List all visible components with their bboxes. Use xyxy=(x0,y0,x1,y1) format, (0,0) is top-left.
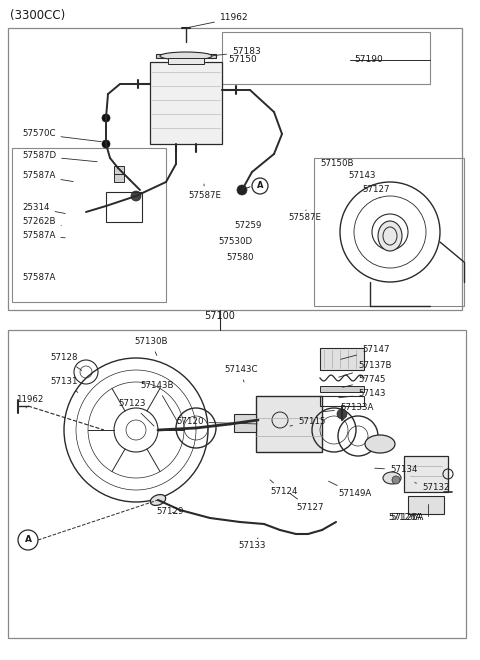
Text: 11962: 11962 xyxy=(16,395,43,408)
Text: 57143C: 57143C xyxy=(224,366,257,382)
Text: 57150B: 57150B xyxy=(320,160,353,168)
Bar xyxy=(408,496,444,514)
Text: 57147: 57147 xyxy=(341,345,389,359)
Text: 57127: 57127 xyxy=(290,494,324,513)
Bar xyxy=(12,148,166,302)
Text: 57745: 57745 xyxy=(343,376,385,387)
Text: 57587E: 57587E xyxy=(188,184,221,201)
Text: 57262B: 57262B xyxy=(22,218,61,226)
Text: 57120: 57120 xyxy=(176,418,257,426)
Text: 57143: 57143 xyxy=(348,172,375,186)
Bar xyxy=(314,158,464,306)
Bar xyxy=(150,62,222,144)
Circle shape xyxy=(102,140,110,148)
Ellipse shape xyxy=(378,221,402,251)
Text: 57190: 57190 xyxy=(354,55,383,65)
Text: 57587E: 57587E xyxy=(288,210,321,222)
Circle shape xyxy=(102,114,110,122)
Text: 57530D: 57530D xyxy=(218,238,252,246)
Bar xyxy=(8,330,466,638)
Text: 57127: 57127 xyxy=(362,185,389,198)
Text: 57143B: 57143B xyxy=(140,381,179,424)
Circle shape xyxy=(131,191,141,201)
Text: 11962: 11962 xyxy=(189,13,249,28)
Ellipse shape xyxy=(160,52,212,60)
Text: 57133A: 57133A xyxy=(323,403,373,412)
Text: 57587A: 57587A xyxy=(22,172,73,182)
Text: 57137B: 57137B xyxy=(339,362,392,377)
Bar xyxy=(404,456,448,492)
Text: 57131: 57131 xyxy=(50,378,78,392)
Text: 57149A: 57149A xyxy=(328,481,371,498)
Bar xyxy=(8,28,462,310)
Text: (3300CC): (3300CC) xyxy=(10,9,65,22)
Text: 57259: 57259 xyxy=(234,222,262,230)
Text: 57130B: 57130B xyxy=(134,337,168,356)
Text: 57126A: 57126A xyxy=(390,513,423,523)
Text: 57115: 57115 xyxy=(290,418,325,426)
Bar xyxy=(256,396,322,452)
Bar xyxy=(106,192,142,222)
Text: 57134: 57134 xyxy=(375,465,418,475)
Text: 57143: 57143 xyxy=(339,389,385,399)
Circle shape xyxy=(237,185,247,195)
Bar xyxy=(168,58,204,64)
Text: 57587D: 57587D xyxy=(22,152,97,162)
Text: 57580: 57580 xyxy=(226,253,253,263)
Text: 57133: 57133 xyxy=(238,538,265,550)
Text: 57587A: 57587A xyxy=(22,273,55,282)
Circle shape xyxy=(392,476,400,484)
Polygon shape xyxy=(156,54,216,58)
Bar xyxy=(320,396,364,406)
Text: 57129: 57129 xyxy=(156,508,183,517)
Circle shape xyxy=(337,409,347,419)
Bar xyxy=(320,348,364,370)
Text: 57126A: 57126A xyxy=(388,513,421,523)
Text: 57183: 57183 xyxy=(213,48,261,57)
Text: 57128: 57128 xyxy=(50,354,82,370)
Bar xyxy=(114,174,124,182)
Bar xyxy=(114,166,124,174)
Text: 25314: 25314 xyxy=(22,203,65,213)
Bar xyxy=(222,32,430,84)
Text: 57570C: 57570C xyxy=(22,129,101,142)
Text: 57150: 57150 xyxy=(228,55,257,65)
Bar xyxy=(234,414,256,432)
Ellipse shape xyxy=(365,435,395,453)
Ellipse shape xyxy=(383,472,401,484)
Bar xyxy=(320,386,364,392)
Text: 57124: 57124 xyxy=(270,480,298,496)
Text: A: A xyxy=(24,535,32,544)
Text: 57123: 57123 xyxy=(118,399,154,426)
Text: 57100: 57100 xyxy=(204,311,235,321)
Text: 57587A: 57587A xyxy=(22,232,65,240)
Ellipse shape xyxy=(150,494,166,506)
Text: 57132: 57132 xyxy=(415,482,449,492)
Text: A: A xyxy=(257,182,263,191)
